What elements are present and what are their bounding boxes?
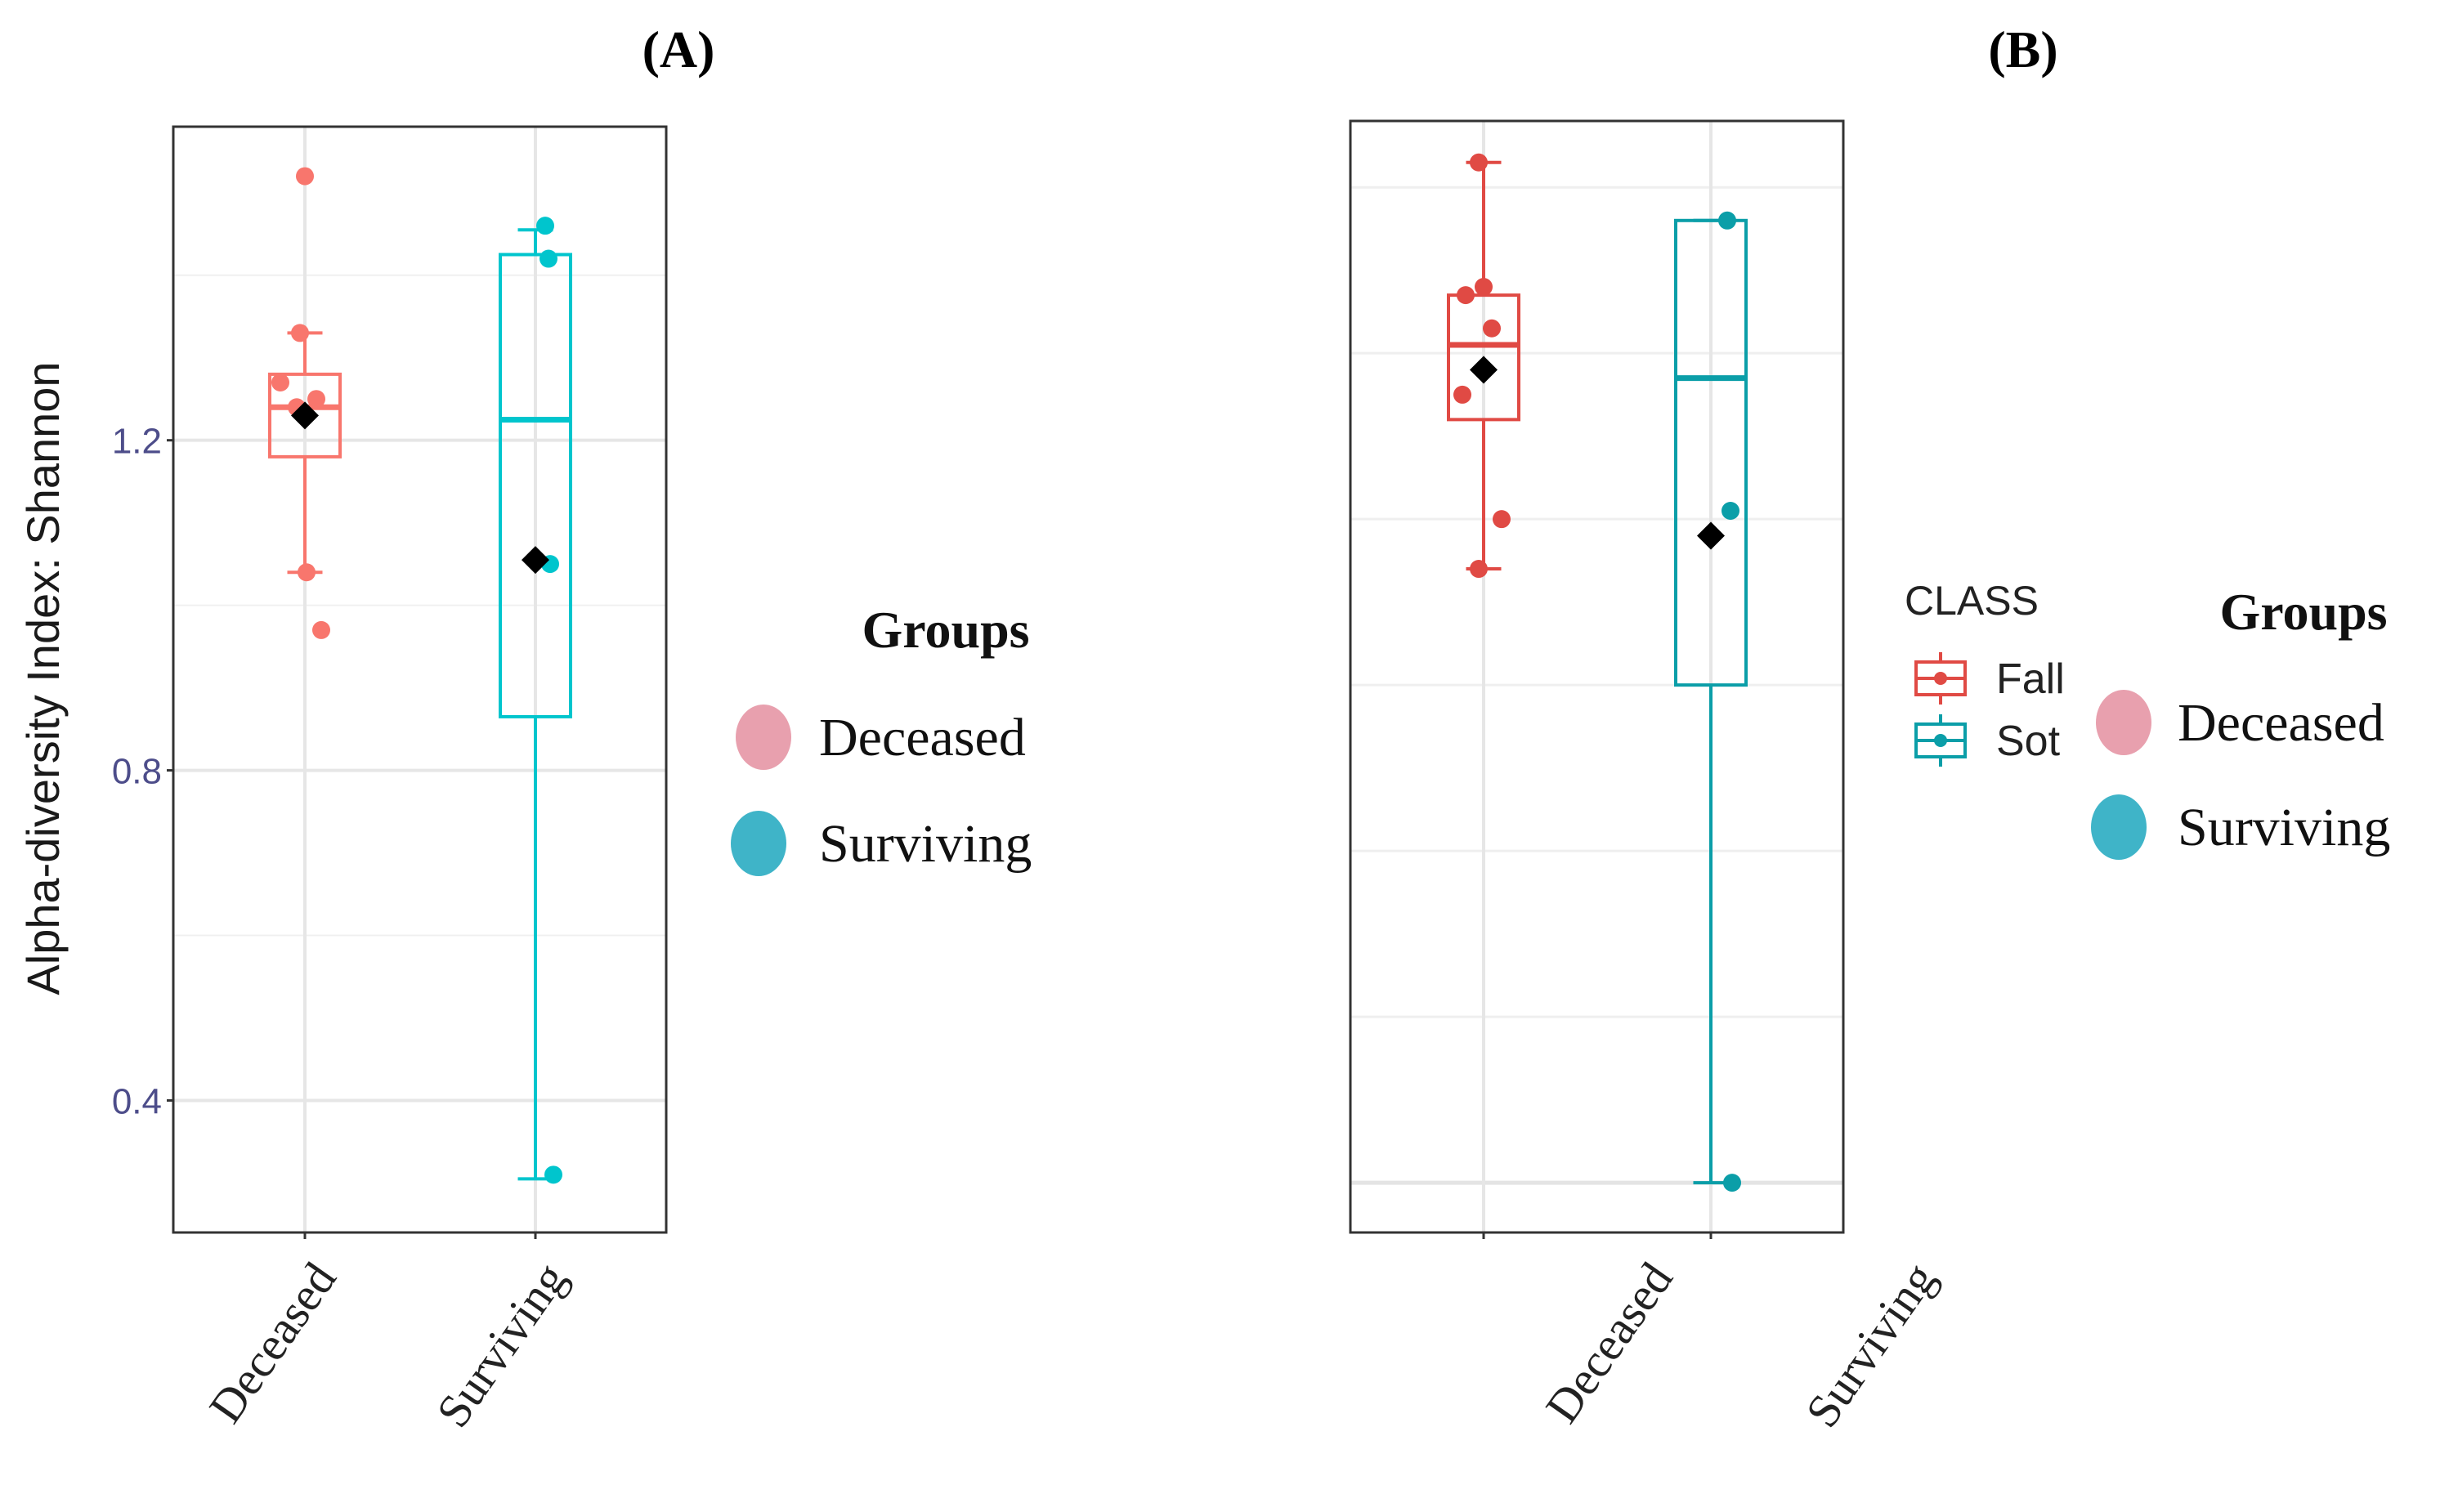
panel-b-frame	[1349, 119, 1845, 1234]
panel-a-legend: Groups Deceased Surviving	[731, 601, 1032, 876]
y-axis-label: Alpha-diversity Index: Shannon	[17, 361, 69, 995]
data-point	[1470, 153, 1488, 172]
legend-title: Groups	[2219, 583, 2387, 641]
y-tick-label: 0.4	[112, 1081, 162, 1121]
legend-title: Groups	[862, 601, 1029, 659]
box-deceased	[1447, 153, 1520, 579]
data-point	[1483, 319, 1501, 338]
data-point	[296, 167, 314, 186]
legend-swatch	[2091, 794, 2147, 860]
data-point	[1718, 211, 1736, 230]
mean-marker	[1470, 356, 1498, 384]
legend-swatch	[736, 705, 791, 770]
class-key-point	[1934, 734, 1947, 747]
mean-marker	[291, 401, 319, 430]
panel-a-grid	[173, 127, 666, 1232]
y-tick-label: 1.2	[112, 422, 162, 462]
box-iqr	[1674, 218, 1748, 687]
data-point	[298, 563, 316, 582]
legend-label: Surviving	[2178, 798, 2390, 857]
data-point	[307, 390, 325, 409]
panel-b-x-ticks: Deceased Surviving	[1482, 1232, 1946, 1437]
x-tick-label: Deceased	[1535, 1253, 1683, 1432]
data-point	[1470, 560, 1488, 579]
legend-label: Deceased	[2178, 693, 2384, 753]
panel-a-label: (A)	[642, 20, 715, 78]
data-point	[312, 620, 330, 639]
y-tick-label: 0.8	[112, 752, 162, 792]
legend-swatch	[731, 811, 786, 876]
mean-marker	[1697, 521, 1725, 550]
panel-a-frame	[172, 125, 668, 1234]
panel-a-boxes	[268, 167, 572, 1184]
box-surviving	[499, 217, 572, 1184]
mean-marker	[522, 546, 549, 575]
class-legend-label: Sot	[1996, 718, 2061, 765]
data-point	[271, 374, 289, 392]
class-legend-title: CLASS	[1905, 578, 2039, 624]
legend-swatch	[2096, 690, 2151, 755]
box-iqr	[268, 372, 342, 459]
data-point	[544, 1165, 562, 1184]
box-deceased	[268, 167, 342, 639]
panel-a-y-ticks: 0.4 0.8 1.2	[112, 422, 173, 1121]
data-point	[540, 249, 557, 268]
class-legend-label: Fall	[1996, 655, 2065, 703]
data-point	[1475, 277, 1493, 296]
legend-label: Deceased	[819, 708, 1026, 767]
panel-b-legend: Groups Deceased Surviving	[2091, 583, 2390, 860]
data-point	[536, 217, 554, 235]
panel-b-class-legend: CLASS Fall Sot	[1905, 578, 2065, 767]
x-tick-label: Surviving	[1795, 1253, 1945, 1437]
panel-b-grid	[1350, 121, 1843, 1232]
data-point	[1453, 385, 1471, 404]
panel-a: (A) Alpha-diversity Index: Shannon 0.40.…	[17, 20, 1032, 1437]
panel-b-boxes	[1447, 153, 1748, 1192]
panel-b-label: (B)	[1988, 20, 2057, 78]
box-iqr	[499, 253, 572, 718]
data-point	[291, 324, 309, 342]
data-point	[1721, 502, 1739, 521]
box-surviving	[1674, 211, 1748, 1192]
panel-a-x-ticks: Deceased Surviving	[199, 1232, 577, 1437]
class-key-point	[1934, 672, 1947, 685]
legend-label: Surviving	[819, 814, 1032, 874]
x-tick-label: Surviving	[426, 1253, 576, 1437]
data-point	[1723, 1174, 1741, 1192]
x-tick-label: Deceased	[199, 1253, 347, 1432]
data-point	[1457, 286, 1475, 305]
data-point	[1493, 510, 1511, 529]
panel-b: (B) Deceased Surviving CLASS Fall Sot Group…	[1349, 20, 2390, 1437]
